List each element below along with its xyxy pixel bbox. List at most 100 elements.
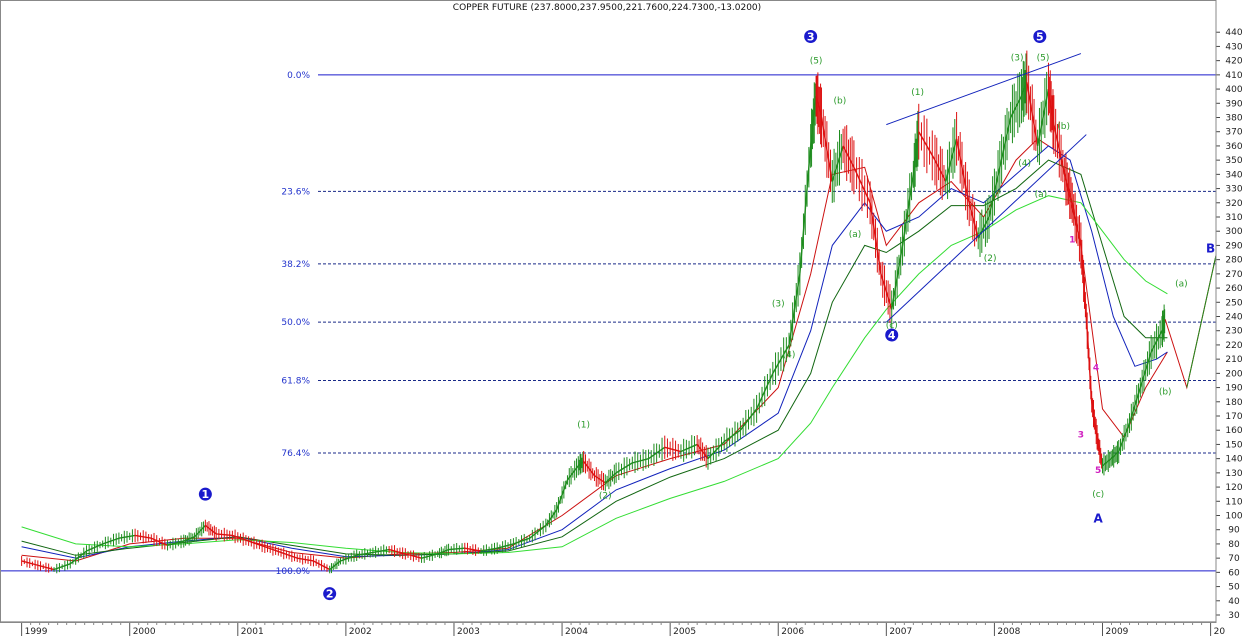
plot-frame (0, 0, 1217, 623)
wave-label-green-13: (b) (1057, 122, 1070, 132)
y-tick-label-33: 360 (1225, 142, 1242, 152)
y-tick-label-36: 390 (1225, 99, 1242, 109)
y-tick-label-35: 380 (1225, 114, 1242, 124)
fib-label-0: 0.0% (287, 71, 310, 81)
wave-circle-5 (1033, 29, 1047, 43)
y-tick-label-9: 120 (1225, 483, 1242, 493)
wave-circle-label-5: 5 (1036, 30, 1044, 43)
y-tick-label-27: 300 (1225, 227, 1242, 237)
y-tick-label-32: 350 (1225, 156, 1242, 166)
y-tick-label-20: 230 (1225, 327, 1242, 337)
x-tick-label-5: 2004 (565, 627, 588, 636)
chart-title: COPPER FUTURE (237.8000,237.9500,221.760… (453, 3, 761, 13)
fib-label-2: 38.2% (281, 260, 310, 270)
y-tick-label-17: 200 (1225, 369, 1242, 379)
x-tick-label-11: 20 (1214, 627, 1226, 636)
fib-label-4: 61.8% (281, 376, 310, 386)
wave-label-magenta-2: 3 (1078, 430, 1084, 440)
y-tick-label-3: 60 (1228, 568, 1240, 578)
y-tick-label-10: 130 (1225, 469, 1242, 479)
y-tick-label-7: 100 (1225, 512, 1242, 522)
wave-circle-label-2: 2 (326, 588, 334, 601)
wave-label-green-12: (4) (1018, 159, 1031, 169)
y-tick-label-1: 40 (1228, 597, 1240, 607)
y-tick-label-28: 310 (1225, 213, 1242, 223)
y-tick-label-30: 330 (1225, 185, 1242, 195)
y-tick-label-16: 190 (1225, 384, 1242, 394)
y-tick-label-19: 220 (1225, 341, 1242, 351)
y-tick-label-29: 320 (1225, 199, 1242, 209)
y-tick-label-2: 50 (1228, 583, 1240, 593)
wave-label-green-6: (a) (849, 230, 862, 240)
y-tick-label-34: 370 (1225, 128, 1242, 138)
wave-label-green-3: (4) (783, 351, 796, 361)
y-tick-label-21: 240 (1225, 313, 1242, 323)
x-tick-label-0: 1999 (25, 627, 48, 636)
x-tick-label-3: 2002 (349, 627, 372, 636)
y-tick-label-13: 160 (1225, 426, 1242, 436)
wave-circle-label-3: 3 (807, 30, 815, 43)
y-tick-label-18: 210 (1225, 355, 1242, 365)
y-tick-label-40: 430 (1225, 42, 1242, 52)
x-tick-label-4: 2003 (457, 627, 480, 636)
y-tick-label-0: 30 (1228, 611, 1240, 621)
trendline-0 (886, 53, 1082, 126)
wave-label-magenta-0: 1 (1069, 236, 1075, 246)
wave-circle-label-1: 1 (202, 488, 210, 501)
moving-average-line-0 (21, 138, 1168, 562)
y-tick-label-41: 440 (1225, 28, 1242, 38)
y-tick-label-38: 410 (1225, 71, 1242, 81)
x-tick-label-7: 2006 (781, 627, 804, 636)
wave-label-magenta-1: 4 (1093, 364, 1099, 374)
y-tick-label-31: 340 (1225, 170, 1242, 180)
wave-label-green-9: (2) (984, 254, 997, 264)
wave-circle-1 (198, 487, 212, 501)
wave-label-magenta-3: 5 (1095, 466, 1101, 476)
y-tick-label-25: 280 (1225, 256, 1242, 266)
wave-label-green-17: (b) (1159, 388, 1172, 398)
x-tick-label-10: 2009 (1106, 627, 1129, 636)
trendlines (885, 53, 1087, 323)
y-tick-label-14: 170 (1225, 412, 1242, 422)
y-tick-label-23: 260 (1225, 284, 1242, 294)
price-series (21, 50, 1217, 574)
y-tick-label-8: 110 (1225, 497, 1242, 507)
y-tick-label-5: 80 (1228, 540, 1240, 550)
wave-circle-label-4: 4 (888, 329, 896, 342)
fibonacci-levels: 0.0% 23.6% 38.2% 50.0% 61.8% 76.4% 100.0% (0, 71, 1216, 577)
y-tick-label-4: 70 (1228, 554, 1240, 564)
moving-average-line-3 (21, 195, 1168, 555)
y-tick-label-15: 180 (1225, 398, 1242, 408)
moving-average-line-1 (21, 145, 1168, 559)
x-tick-label-2: 2001 (241, 627, 264, 636)
y-tick-label-37: 400 (1225, 85, 1242, 95)
y-axis: 30 40 50 60 70 80 90 100 110 120 130 140 150 160 170 18… (1215, 0, 1243, 622)
y-tick-label-39: 420 (1225, 57, 1242, 67)
wave-label-green-4: (5) (810, 56, 823, 66)
wave-label-green-0: (1) (577, 420, 590, 430)
wave-label-A: A (1094, 512, 1104, 526)
wave-label-green-7: (c) (886, 321, 898, 331)
x-tick-label-6: 2005 (673, 627, 696, 636)
x-tick-label-8: 2007 (889, 627, 912, 636)
fib-label-3: 50.0% (281, 318, 310, 328)
y-tick-label-24: 270 (1225, 270, 1242, 280)
y-tick-label-12: 150 (1225, 440, 1242, 450)
projection-down (1164, 255, 1217, 390)
y-tick-label-26: 290 (1225, 241, 1242, 251)
fib-label-1: 23.6% (281, 187, 310, 197)
fib-label-5: 76.4% (281, 449, 310, 459)
wave-label-green-15: (c) (1092, 490, 1104, 500)
wave-label-green-16: (a) (1175, 280, 1188, 290)
wave-label-green-14: (a) (1035, 190, 1048, 200)
y-tick-label-22: 250 (1225, 298, 1242, 308)
wave-label-green-11: (5) (1037, 54, 1050, 64)
wave-label-green-2: (3) (772, 300, 785, 310)
wave-circle-3 (804, 29, 818, 43)
y-tick-label-11: 140 (1225, 455, 1242, 465)
wave-label-green-5: (b) (833, 96, 846, 106)
wave-circle-4 (885, 328, 899, 342)
moving-averages (21, 138, 1168, 562)
